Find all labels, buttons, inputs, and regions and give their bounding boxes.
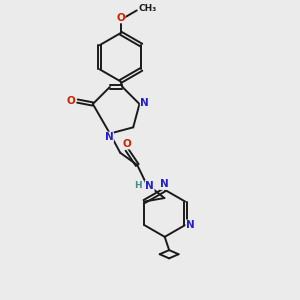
Text: O: O: [116, 13, 125, 23]
Text: N: N: [160, 179, 169, 190]
Text: N: N: [105, 132, 113, 142]
Text: O: O: [123, 139, 131, 149]
Text: N: N: [140, 98, 149, 107]
Text: CH₃: CH₃: [139, 4, 157, 14]
Text: N: N: [145, 181, 154, 191]
Text: H: H: [134, 181, 142, 190]
Text: O: O: [67, 96, 75, 106]
Text: N: N: [186, 220, 195, 230]
